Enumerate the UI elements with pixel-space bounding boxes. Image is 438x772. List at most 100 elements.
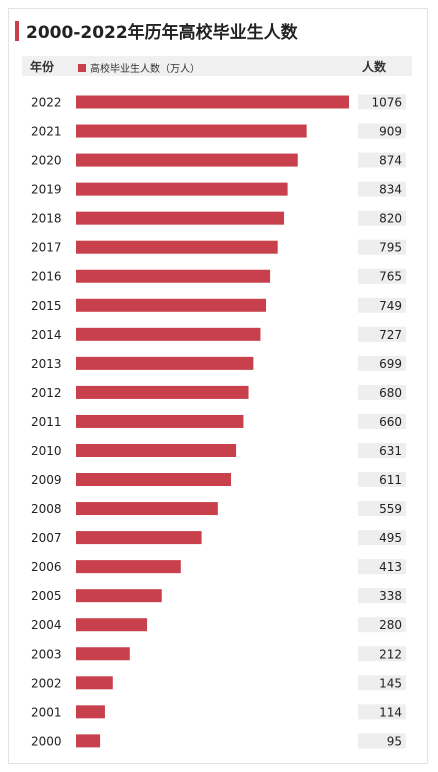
value-cell (358, 472, 406, 488)
value-label: 1076 (371, 96, 402, 110)
bar (76, 589, 162, 603)
year-label: 2018 (31, 212, 62, 226)
value-cell (358, 297, 406, 313)
year-column-header: 年份 (30, 60, 55, 74)
value-cell (358, 675, 406, 691)
year-label: 2012 (31, 386, 62, 400)
bar (76, 647, 130, 661)
year-label: 2013 (31, 357, 62, 371)
value-label: 145 (379, 676, 402, 690)
value-cell (358, 588, 406, 604)
bar (76, 124, 307, 138)
year-label: 2009 (31, 473, 62, 487)
value-label: 280 (379, 618, 402, 632)
bar (76, 705, 105, 719)
bar (76, 95, 349, 109)
bar (76, 676, 113, 690)
value-cell (358, 733, 406, 749)
bar (76, 443, 237, 457)
value-label: 95 (387, 734, 402, 748)
year-label: 2008 (31, 502, 62, 516)
bar (76, 182, 288, 196)
value-cell (358, 704, 406, 720)
year-label: 2001 (31, 705, 62, 719)
chart-frame (8, 8, 428, 764)
value-label: 631 (379, 444, 402, 458)
value-label: 765 (379, 270, 402, 284)
bar (76, 473, 232, 487)
bar (76, 618, 148, 632)
year-label: 2000 (31, 734, 62, 748)
year-label: 2020 (31, 154, 62, 168)
year-label: 2016 (31, 270, 62, 284)
bar (76, 560, 181, 574)
year-label: 2015 (31, 299, 62, 313)
value-column-header: 人数 (362, 60, 387, 74)
bar (76, 356, 254, 370)
year-label: 2005 (31, 589, 62, 603)
value-cell (358, 559, 406, 575)
value-cell (358, 413, 406, 429)
year-label: 2002 (31, 676, 62, 690)
year-label: 2003 (31, 647, 62, 661)
bar (76, 531, 202, 545)
value-cell (358, 530, 406, 546)
value-label: 495 (379, 531, 402, 545)
value-cell (358, 123, 406, 139)
value-label: 834 (379, 183, 402, 197)
header-band: 年份 高校毕业生人数（万人） 人数 (22, 56, 412, 76)
chart-title: 2000-2022年历年高校毕业生人数 (26, 23, 298, 43)
legend-label: 高校毕业生人数（万人） (90, 64, 200, 75)
title-block: 2000-2022年历年高校毕业生人数 (15, 18, 298, 43)
value-label: 820 (379, 212, 402, 226)
value-label: 874 (379, 154, 402, 168)
value-label: 212 (379, 647, 402, 661)
value-label: 909 (379, 125, 402, 139)
value-cell (358, 152, 406, 168)
bar (76, 211, 285, 225)
value-cell (358, 239, 406, 255)
year-label: 2006 (31, 560, 62, 574)
value-label: 660 (379, 415, 402, 429)
value-label: 795 (379, 241, 402, 255)
bar (76, 327, 261, 341)
value-label: 413 (379, 560, 402, 574)
value-cell (358, 384, 406, 400)
bar (76, 153, 298, 167)
year-label: 2004 (31, 618, 62, 632)
value-cell (358, 94, 406, 110)
year-label: 2019 (31, 183, 62, 197)
value-cell (358, 646, 406, 662)
bar (76, 734, 101, 748)
legend: 高校毕业生人数（万人） (78, 60, 200, 75)
year-label: 2011 (31, 415, 62, 429)
value-label: 699 (379, 357, 402, 371)
value-cell (358, 181, 406, 197)
bar (76, 240, 278, 254)
value-label: 114 (379, 705, 402, 719)
value-cell (358, 501, 406, 517)
value-cell (358, 326, 406, 342)
value-cell (358, 442, 406, 458)
value-cell (358, 210, 406, 226)
value-label: 559 (379, 502, 402, 516)
year-label: 2022 (31, 96, 62, 110)
year-label: 2021 (31, 125, 62, 139)
value-label: 727 (379, 328, 402, 342)
year-label: 2017 (31, 241, 62, 255)
title-accent-bar (15, 20, 19, 41)
value-label: 338 (379, 589, 402, 603)
year-label: 2010 (31, 444, 62, 458)
value-label: 749 (379, 299, 402, 313)
bar (76, 298, 267, 312)
value-cell (358, 355, 406, 371)
bar (76, 269, 271, 283)
value-label: 680 (379, 386, 402, 400)
value-cell (358, 268, 406, 284)
year-label: 2007 (31, 531, 62, 545)
value-cell (358, 617, 406, 633)
bar (76, 414, 244, 428)
bar (76, 502, 218, 516)
legend-swatch (78, 63, 86, 72)
